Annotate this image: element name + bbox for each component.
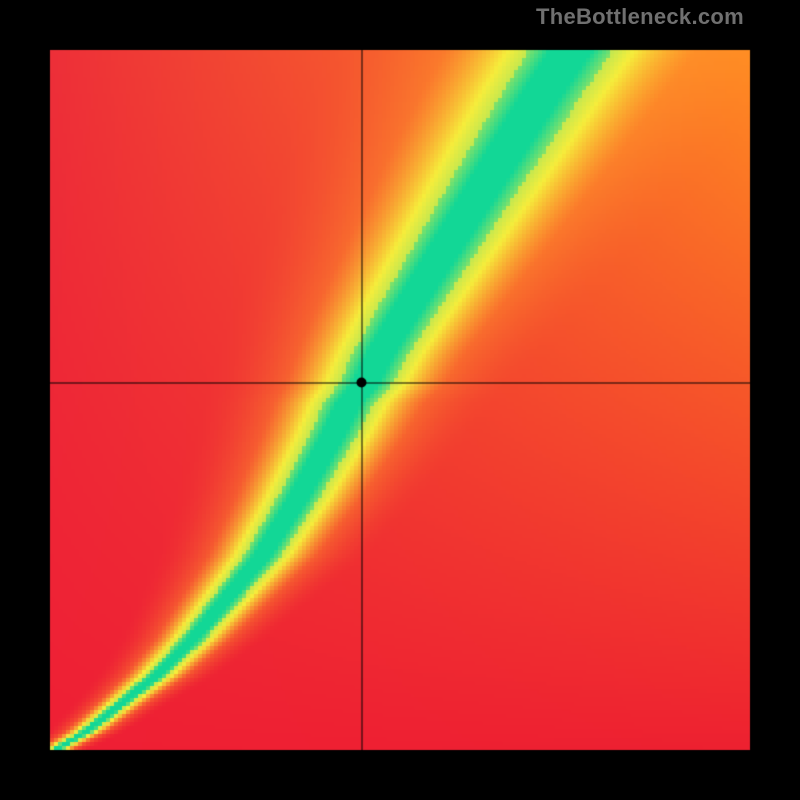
watermark-text: TheBottleneck.com bbox=[536, 4, 744, 30]
chart-container: TheBottleneck.com bbox=[0, 0, 800, 800]
heatmap-canvas bbox=[0, 0, 800, 800]
